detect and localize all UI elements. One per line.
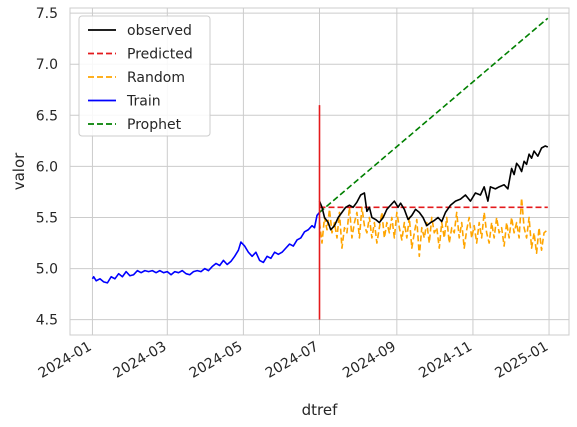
legend-label-observed: observed	[127, 23, 192, 39]
data-series-layer	[91, 17, 549, 320]
x-tick-label: 2024-01	[36, 339, 95, 382]
series-line-prophet	[318, 17, 549, 213]
x-tick-label: 2024-05	[187, 339, 246, 382]
x-axis-title: dtref	[302, 401, 338, 419]
y-tick-label: 6.5	[36, 108, 58, 124]
x-tick-label: 2024-03	[111, 339, 170, 382]
legend: observed Predicted Random Train Prophet	[78, 15, 211, 137]
y-tick-label: 5.5	[36, 210, 58, 226]
legend-label-train: Train	[126, 94, 161, 110]
plot-area-frame	[69, 7, 570, 336]
x-tick-label: 2024-07	[263, 339, 322, 382]
x-tick-label: 2024-09	[340, 339, 399, 382]
series-line-train	[91, 211, 321, 284]
series-line-random	[318, 197, 549, 258]
series-line-observed	[318, 145, 549, 231]
y-tick-label: 5.0	[36, 262, 58, 278]
y-axis-title: valor	[10, 152, 28, 190]
x-tick-label: 2024-11	[416, 339, 475, 382]
y-tick-label: 4.5	[36, 313, 58, 329]
y-tick-label: 6.0	[36, 159, 58, 175]
y-axis-tick-labels: 4.5 5.0 5.5 6.0 6.5 7.0 7.5	[36, 6, 58, 329]
y-tick-label: 7.5	[36, 6, 58, 22]
x-tick-label: 2025-01	[492, 339, 551, 382]
y-tick-label: 7.0	[36, 57, 58, 73]
x-axis-tick-labels: 2024-01 2024-03 2024-05 2024-07 2024-09 2024-…	[36, 339, 551, 382]
legend-label-predicted: Predicted	[127, 47, 193, 63]
legend-box	[78, 15, 211, 137]
legend-label-prophet: Prophet	[127, 117, 182, 133]
legend-label-random: Random	[127, 70, 185, 86]
